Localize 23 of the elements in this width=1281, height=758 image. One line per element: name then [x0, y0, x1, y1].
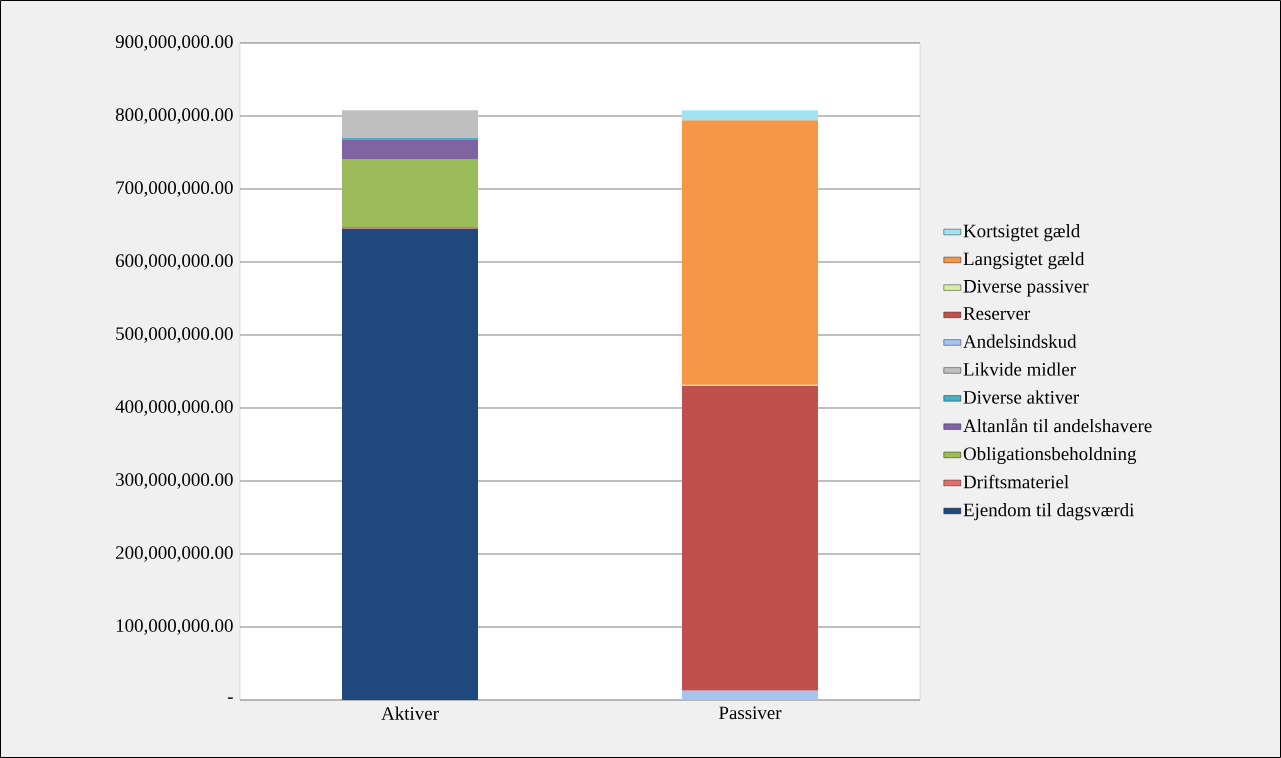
- legend-label: Kortsigtet gæld: [963, 224, 1081, 242]
- x-tick-label: Passiver: [719, 706, 782, 720]
- y-tick-label: 900,000,000.00: [115, 35, 233, 51]
- x-tick-label: Aktiver: [381, 706, 439, 720]
- legend-label: Reserver: [963, 307, 1031, 320]
- legend-label: Driftsmateriel: [963, 474, 1069, 489]
- y-tick-label: 400,000,000.00: [115, 400, 233, 416]
- legend-label: Likvide midler: [963, 362, 1076, 376]
- y-tick-label: -: [227, 697, 233, 699]
- y-tick-label: 100,000,000.00: [116, 619, 233, 635]
- y-tick-label: 500,000,000.00: [116, 327, 233, 343]
- y-tick-label: 800,000,000.00: [115, 108, 233, 124]
- y-tick-label: 700,000,000.00: [116, 181, 233, 197]
- y-tick-label: 200,000,000.00: [116, 546, 233, 562]
- legend-label: Diverse aktiver: [963, 390, 1079, 404]
- legend-label: Langsigtet gæld: [963, 251, 1085, 270]
- legend-label: Andelsindskud: [963, 334, 1077, 348]
- legend-label: Altanlån til andelshavere: [963, 418, 1152, 433]
- legend-label: Obligationsbeholdning: [963, 446, 1137, 465]
- y-tick-label: 300,000,000.00: [116, 473, 233, 489]
- legend-label: Ejendom til dagsværdi: [963, 503, 1135, 521]
- y-tick-label: 600,000,000.00: [116, 254, 233, 270]
- legend-label: Diverse passiver: [963, 279, 1089, 297]
